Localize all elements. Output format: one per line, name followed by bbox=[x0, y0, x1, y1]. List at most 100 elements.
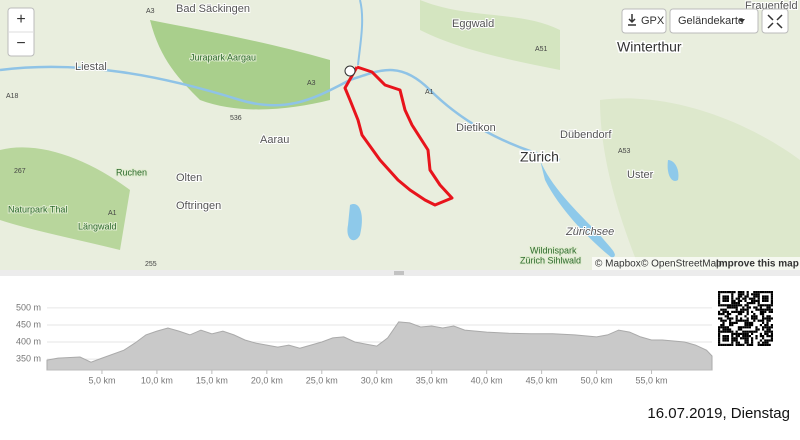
qr-module bbox=[755, 308, 758, 311]
qr-module bbox=[751, 339, 754, 342]
road-label: A18 bbox=[6, 93, 19, 100]
qr-module bbox=[766, 295, 769, 298]
qr-module bbox=[770, 317, 773, 320]
map-label: Wildnispark bbox=[530, 245, 577, 255]
qr-module bbox=[770, 308, 773, 311]
qr-module bbox=[770, 297, 773, 300]
qr-module bbox=[764, 299, 767, 302]
qr-module bbox=[746, 302, 749, 305]
layer-label[interactable]: Geländekarte bbox=[678, 15, 744, 27]
qr-module bbox=[746, 317, 749, 320]
qr-module bbox=[720, 319, 723, 322]
qr-module bbox=[718, 313, 721, 316]
qr-module bbox=[748, 302, 751, 305]
qr-module bbox=[753, 295, 756, 298]
qr-module bbox=[746, 319, 749, 322]
qr-module bbox=[722, 343, 725, 346]
qr-module bbox=[742, 291, 745, 294]
qr-module bbox=[768, 339, 771, 342]
gpx-label[interactable]: GPX bbox=[641, 15, 665, 27]
qr-module bbox=[764, 332, 767, 335]
qr-module bbox=[766, 324, 769, 327]
qr-module bbox=[726, 299, 729, 302]
qr-module bbox=[746, 306, 749, 309]
qr-module bbox=[746, 335, 749, 338]
qr-module bbox=[766, 304, 769, 307]
qr-module bbox=[724, 310, 727, 313]
qr-module bbox=[724, 339, 727, 342]
qr-module bbox=[718, 302, 721, 305]
qr-module bbox=[722, 299, 725, 302]
qr-module bbox=[726, 306, 729, 309]
forest bbox=[420, 0, 560, 70]
map-label: Uster bbox=[627, 169, 654, 181]
forest bbox=[0, 147, 130, 250]
river bbox=[357, 0, 364, 66]
qr-module bbox=[759, 306, 762, 309]
qr-module bbox=[764, 291, 767, 294]
start-marker bbox=[344, 65, 356, 77]
qr-module bbox=[731, 317, 734, 320]
qr-module bbox=[737, 319, 740, 322]
qr-module bbox=[762, 317, 765, 320]
forest bbox=[600, 98, 800, 271]
zoom-out[interactable]: − bbox=[16, 35, 25, 52]
qr-module bbox=[737, 343, 740, 346]
map-label: Zürich bbox=[520, 149, 559, 165]
qr-module bbox=[768, 308, 771, 311]
caret bbox=[739, 19, 745, 23]
qr-module bbox=[755, 295, 758, 298]
qr-module bbox=[744, 321, 747, 324]
lake bbox=[540, 160, 615, 258]
qr-module bbox=[729, 306, 732, 309]
qr-module bbox=[762, 295, 765, 298]
qr-module bbox=[742, 306, 745, 309]
qr-module bbox=[768, 306, 771, 309]
qr-module bbox=[742, 335, 745, 338]
qr-module bbox=[735, 304, 738, 307]
qr-module bbox=[731, 335, 734, 338]
map-label: Dietikon bbox=[456, 122, 496, 134]
qr-module bbox=[764, 339, 767, 342]
qr-module bbox=[757, 343, 760, 346]
resize-bar[interactable] bbox=[0, 270, 800, 276]
qr-module bbox=[722, 339, 725, 342]
attribution[interactable]: © Mapbox bbox=[595, 259, 641, 270]
qr-module bbox=[746, 341, 749, 344]
qr-module bbox=[744, 326, 747, 329]
qr-module bbox=[737, 328, 740, 331]
gpx-button[interactable] bbox=[621, 8, 667, 34]
layer-button[interactable] bbox=[669, 8, 759, 34]
y-tick-label: 500 m bbox=[16, 302, 41, 312]
qr-module bbox=[731, 302, 734, 305]
qr-module bbox=[740, 317, 743, 320]
qr-module bbox=[737, 302, 740, 305]
lake bbox=[347, 204, 362, 241]
qr-module bbox=[744, 339, 747, 342]
attribution[interactable]: © OpenStreetMap bbox=[641, 259, 722, 270]
qr-module bbox=[762, 321, 765, 324]
qr-module bbox=[729, 304, 732, 307]
qr-module bbox=[766, 299, 769, 302]
qr-module bbox=[722, 313, 725, 316]
qr-module bbox=[724, 337, 727, 340]
qr-module bbox=[764, 317, 767, 320]
qr-module bbox=[724, 304, 727, 307]
qr-module bbox=[768, 343, 771, 346]
qr-module bbox=[746, 310, 749, 313]
qr-module bbox=[735, 308, 738, 311]
qr-module bbox=[718, 317, 721, 320]
qr-module bbox=[753, 317, 756, 320]
qr-module bbox=[757, 341, 760, 344]
qr-module bbox=[731, 343, 734, 346]
x-tick-label: 10,0 km bbox=[141, 375, 173, 385]
qr-module bbox=[770, 326, 773, 329]
qr-module bbox=[720, 313, 723, 316]
qr-module bbox=[753, 293, 756, 296]
qr-module bbox=[762, 297, 765, 300]
attribution[interactable]: Improve this map bbox=[716, 259, 799, 270]
qr-module bbox=[737, 335, 740, 338]
qr-module bbox=[742, 308, 745, 311]
zoom-in[interactable]: + bbox=[16, 11, 25, 28]
fullscreen-button[interactable] bbox=[761, 8, 789, 34]
